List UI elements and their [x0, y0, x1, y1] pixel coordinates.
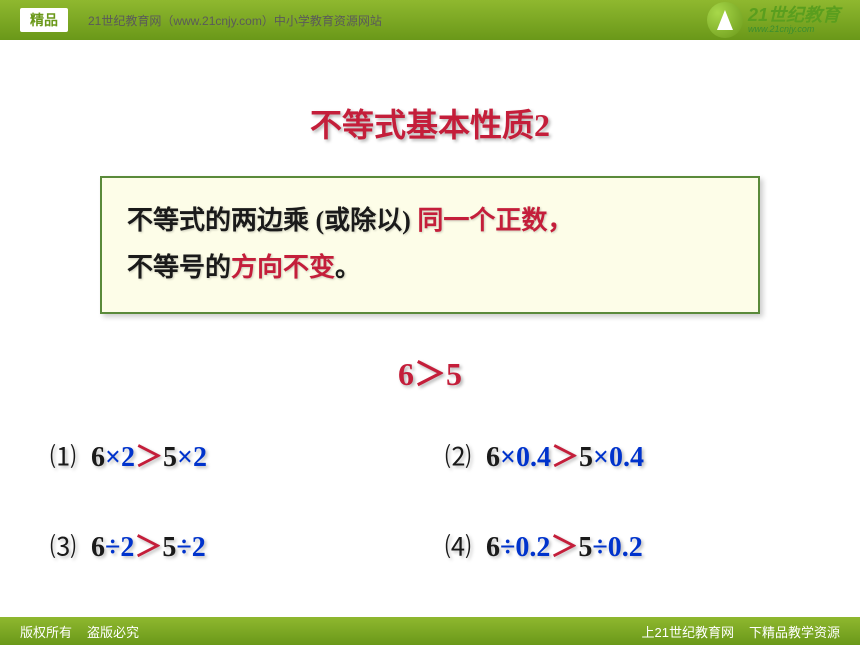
- example-4: ⑷ 6÷0.2＞5÷0.2: [445, 525, 810, 565]
- logo-url-text: www.21cnjy.com: [748, 24, 840, 34]
- example-1: ⑴ 6×2＞5×2: [50, 435, 415, 475]
- logo-main-text: 21世纪教育: [748, 6, 840, 24]
- logo-text-group: 21世纪教育 www.21cnjy.com: [748, 6, 840, 34]
- content-area: 不等式基本性质2 不等式的两边乘 (或除以) 同一个正数， 不等号的方向不变。 …: [0, 40, 860, 565]
- example-number: ⑷: [445, 533, 471, 562]
- footer-left: 版权所有 盗版必究: [20, 622, 139, 641]
- rule-box: 不等式的两边乘 (或除以) 同一个正数， 不等号的方向不变。: [100, 176, 760, 314]
- rule-part3: 不等号的: [127, 253, 231, 282]
- rule-part5: 。: [335, 253, 361, 282]
- footer-bar: 版权所有 盗版必究 上21世纪教育网 下精品教学资源: [0, 617, 860, 645]
- logo-icon: [707, 2, 743, 38]
- main-eq-left: 6: [398, 356, 414, 392]
- footer-copyright: 版权所有: [20, 622, 72, 641]
- example-2: ⑵ 6×0.4＞5×0.4: [445, 435, 810, 475]
- main-inequality: 6＞5: [40, 349, 820, 395]
- main-eq-right: 5: [446, 356, 462, 392]
- footer-piracy: 盗版必究: [87, 622, 139, 641]
- footer-site: 上21世纪教育网: [642, 622, 734, 641]
- example-number: ⑴: [50, 443, 76, 472]
- slide-title: 不等式基本性质2: [40, 100, 820, 146]
- footer-right: 上21世纪教育网 下精品教学资源: [642, 622, 840, 641]
- main-eq-op: ＞: [414, 356, 446, 392]
- example-number: ⑶: [50, 533, 76, 562]
- header-logo: 21世纪教育 www.21cnjy.com: [707, 2, 840, 38]
- header-badge: 精品: [20, 8, 68, 32]
- footer-resources: 下精品教学资源: [749, 622, 840, 641]
- rule-part1: 不等式的两边乘 (或除以): [127, 206, 417, 235]
- header-bar: 精品 21世纪教育网（www.21cnjy.com）中小学教育资源网站 21世纪…: [0, 0, 860, 40]
- header-site-text: 21世纪教育网（www.21cnjy.com）中小学教育资源网站: [88, 12, 382, 29]
- rule-part4: 方向不变: [231, 253, 335, 282]
- rule-text: 不等式的两边乘 (或除以) 同一个正数， 不等号的方向不变。: [127, 198, 733, 292]
- examples-grid: ⑴ 6×2＞5×2 ⑵ 6×0.4＞5×0.4 ⑶ 6÷2＞5÷2 ⑷ 6÷0.…: [40, 435, 820, 565]
- rule-part2: 同一个正数，: [417, 206, 573, 235]
- example-3: ⑶ 6÷2＞5÷2: [50, 525, 415, 565]
- example-number: ⑵: [445, 443, 471, 472]
